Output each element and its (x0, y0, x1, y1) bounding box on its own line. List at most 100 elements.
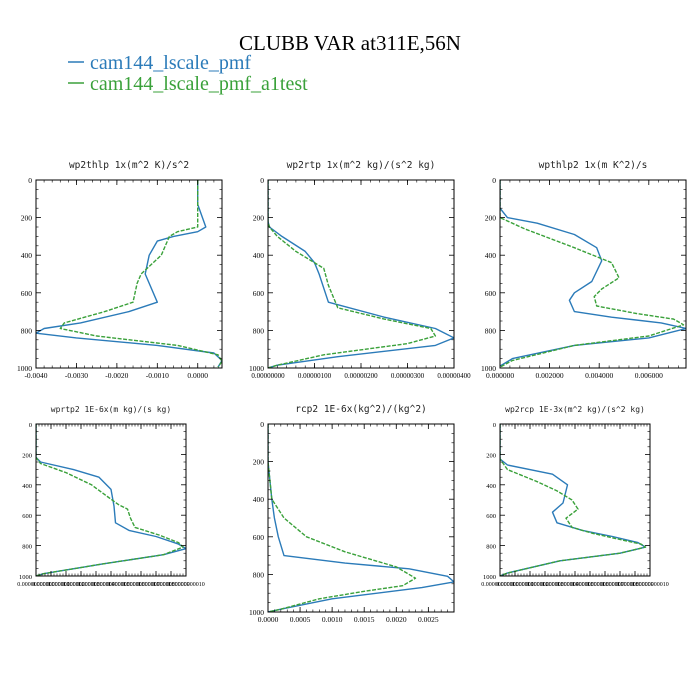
x-tick-label: 0.0025 (418, 615, 439, 624)
x-tick-label: 0.00000000009 (616, 582, 654, 588)
plot-frame (499, 179, 687, 369)
x-tick-label: 0.00000000002 (511, 582, 549, 588)
x-tick-label: 0.00000000001 (496, 582, 534, 588)
x-tick-label: 0.0005 (290, 615, 311, 624)
y-tick-label: 800 (22, 544, 32, 551)
y-tick-label: 800 (486, 544, 496, 551)
x-tick-label: 0.00000000004 (77, 582, 115, 588)
x-tick-label: 0.00000000006 (571, 582, 609, 588)
x-tick-label: 0.00000200 (344, 372, 378, 380)
x-tick-label: 0.00000300 (391, 372, 425, 380)
series-line-2 (59, 180, 222, 368)
chart-panel-3: wpthlp2 1x(m K^2)/s020040060080010000.00… (481, 160, 687, 380)
series-line-1 (36, 424, 186, 576)
figure-title: CLUBB VAR at311E,56N (239, 31, 461, 55)
y-tick-label: 200 (253, 458, 265, 467)
x-tick-label: 0.00000000000 (481, 582, 519, 588)
x-tick-label: 0.00000000004 (541, 582, 579, 588)
x-tick-label: 0.00000000003 (526, 582, 564, 588)
y-tick-label: 0 (29, 422, 32, 429)
x-tick-label: 0.002000 (536, 371, 564, 380)
series-line-1 (268, 180, 454, 368)
x-tick-label: 0.00000000000 (17, 582, 55, 588)
y-tick-label: 600 (22, 513, 32, 520)
x-tick-label: 0.00000000002 (47, 582, 85, 588)
x-tick-label: 0.0015 (354, 615, 375, 624)
y-tick-label: 600 (253, 289, 265, 298)
x-tick-label: 0.00000000005 (556, 582, 594, 588)
y-tick-label: 0 (28, 176, 32, 185)
x-tick-label: -0.0010 (146, 371, 169, 380)
y-tick-label: 1000 (249, 608, 264, 617)
y-tick-label: 600 (253, 533, 265, 542)
y-tick-label: 200 (485, 214, 497, 223)
panel-title: wp2rcp 1E-3x(m^2 kg)/(s^2 kg) (505, 405, 645, 414)
series-line-2 (36, 424, 184, 576)
panel-title: wprtp2 1E-6x(m kg)/(s kg) (51, 405, 171, 414)
x-tick-label: 0.00000000 (251, 372, 285, 380)
legend-label-2: cam144_lscale_pmf_a1test (90, 73, 308, 95)
y-tick-label: 400 (486, 483, 496, 490)
x-tick-label: 0.0020 (386, 615, 407, 624)
y-tick-label: 1000 (481, 364, 496, 373)
x-tick-label: 0.00000000006 (107, 582, 145, 588)
x-tick-label: 0.00000000010 (167, 582, 205, 588)
x-tick-label: 0.00000000003 (62, 582, 100, 588)
series-line-1 (500, 424, 647, 576)
panel-title: wp2rtp 1x(m^2 kg)/(s^2 kg) (287, 160, 436, 171)
y-tick-label: 0 (493, 422, 496, 429)
x-tick-label: 0.000000 (486, 371, 514, 380)
x-tick-label: 0.00000000007 (122, 582, 160, 588)
y-tick-label: 0 (260, 420, 264, 429)
y-tick-label: 800 (253, 326, 265, 335)
x-tick-label: 0.00000000009 (152, 582, 190, 588)
y-tick-label: 800 (21, 326, 33, 335)
series-line-2 (268, 180, 437, 368)
y-tick-label: 200 (486, 452, 496, 459)
legend-label-1: cam144_lscale_pmf (90, 52, 251, 74)
chart-panel-1: wp2thlp 1x(m^2 K)/s^202004006008001000-0… (17, 160, 223, 380)
chart-panel-6: wp2rcp 1E-3x(m^2 kg)/(s^2 kg) 0 200 400 600 8… (481, 405, 669, 588)
x-tick-label: 0.00000100 (298, 372, 332, 380)
y-tick-label: 400 (253, 495, 265, 504)
x-tick-label: 0.00000000007 (586, 582, 624, 588)
plot-frame (267, 179, 455, 369)
x-tick-label: -0.0020 (105, 371, 128, 380)
panel-title: wpthlp2 1x(m K^2)/s (539, 160, 648, 171)
series-line-1 (268, 424, 454, 612)
y-tick-label: 0 (492, 176, 496, 185)
y-tick-label: 400 (22, 483, 32, 490)
series-line-2 (268, 424, 417, 612)
panel-title: rcp2 1E-6x(kg^2)/(kg^2) (295, 404, 427, 415)
x-tick-label: 0.00000000008 (137, 582, 175, 588)
series-line-2 (500, 424, 647, 576)
y-tick-label: 1000 (249, 364, 264, 373)
y-tick-label: 600 (485, 289, 497, 298)
y-tick-label: 1000 (17, 364, 32, 373)
y-tick-label: 1000 (19, 574, 32, 581)
y-tick-label: 1000 (483, 574, 496, 581)
x-tick-label: -0.0040 (24, 371, 47, 380)
y-tick-label: 800 (253, 570, 265, 579)
series-line-1 (36, 180, 222, 368)
legend: cam144_lscale_pmf cam144_lscale_pmf_a1te… (68, 52, 308, 95)
chart-panel-4: wprtp2 1E-6x(m kg)/(s kg) 0 200 400 600 800 10… (17, 405, 205, 588)
x-tick-label: 0.00000000005 (92, 582, 130, 588)
y-tick-label: 0 (260, 176, 264, 185)
x-tick-label: 0.004000 (585, 371, 613, 380)
y-tick-label: 600 (486, 513, 496, 520)
y-tick-label: 400 (21, 251, 33, 260)
y-tick-label: 200 (21, 214, 33, 223)
x-tick-label: 0.00000400 (437, 372, 471, 380)
x-tick-label: 0.00000000010 (631, 582, 669, 588)
y-tick-label: 800 (485, 326, 497, 335)
x-tick-label: 0.0000 (258, 615, 279, 624)
x-tick-label: 0.006000 (635, 371, 663, 380)
x-tick-label: 0.00000000001 (32, 582, 70, 588)
y-tick-label: 200 (253, 214, 265, 223)
chart-panel-5: rcp2 1E-6x(kg^2)/(kg^2) 0 200 400 600 800 1000… (249, 404, 455, 624)
y-tick-label: 200 (22, 452, 32, 459)
panels: wp2thlp 1x(m^2 K)/s^202004006008001000-0… (17, 160, 687, 624)
series-line-2 (500, 180, 685, 368)
